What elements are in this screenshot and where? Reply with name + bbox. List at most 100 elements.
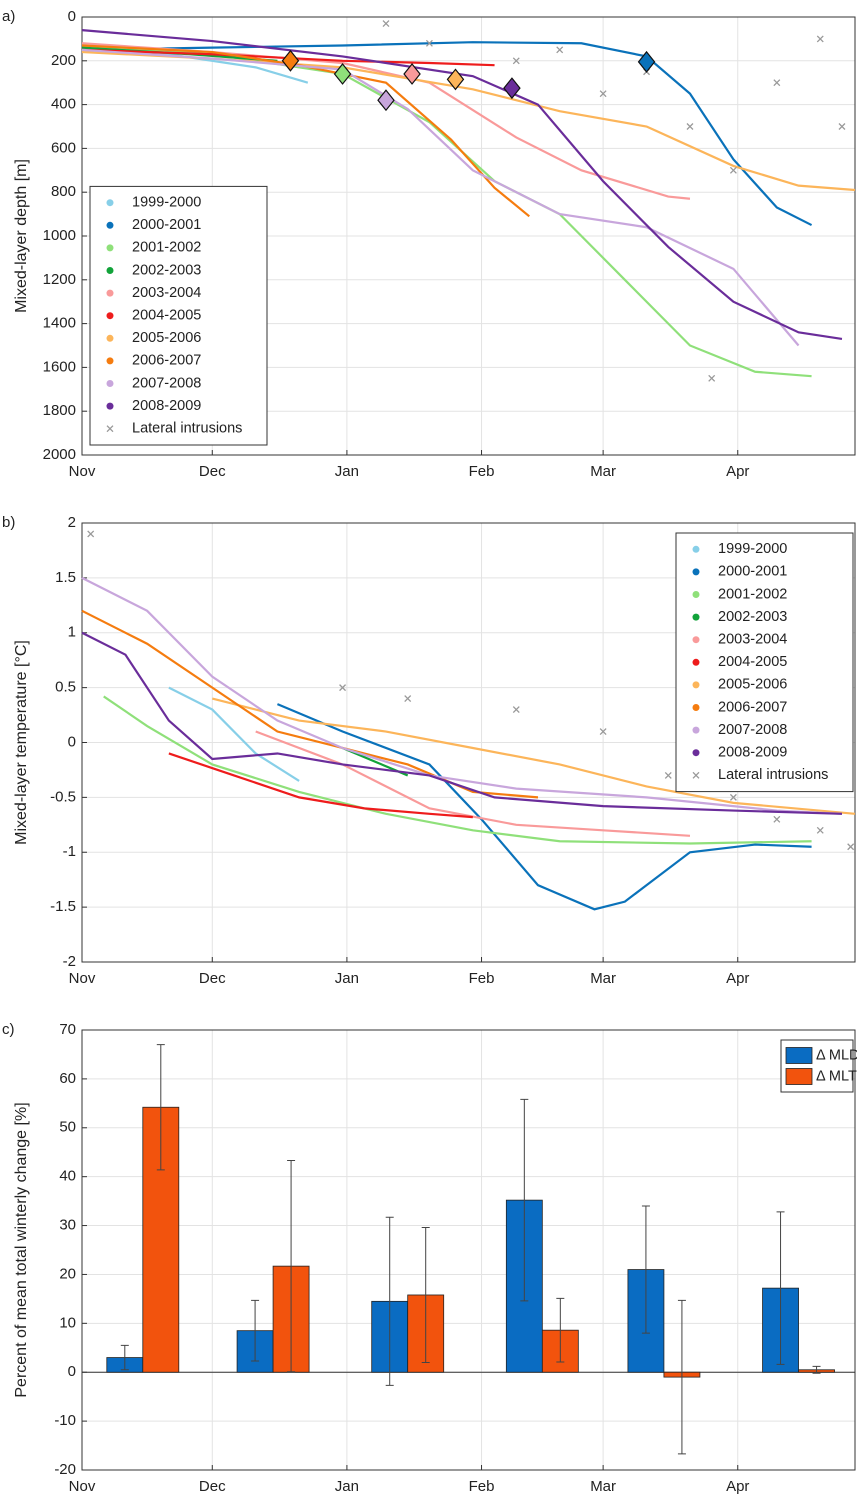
legend-label: 2006-2007 <box>132 353 201 369</box>
y-tick-label: 10 <box>59 1314 76 1331</box>
x-tick-label: Nov <box>69 1478 96 1495</box>
legend-swatch <box>785 1047 813 1064</box>
error-bar <box>776 1211 785 1365</box>
y-tick-label: -20 <box>54 1461 76 1478</box>
legend-marker <box>692 771 700 779</box>
intrusion-marker <box>729 793 737 801</box>
x-tick-label: Nov <box>69 463 96 480</box>
error-bar <box>421 1227 430 1363</box>
legend-label: 2008-2009 <box>132 398 201 414</box>
intrusion-marker <box>339 684 347 692</box>
onset-diamond <box>637 50 656 73</box>
legend-label: 2005-2006 <box>718 677 787 693</box>
legend-marker <box>106 425 114 433</box>
x-tick-label: Apr <box>726 1478 749 1495</box>
legend-marker <box>106 244 114 252</box>
x-tick-label: Dec <box>199 1478 226 1495</box>
y-tick-label: 400 <box>51 96 76 113</box>
legend-label: Lateral intrusions <box>718 767 828 783</box>
intrusion-marker <box>599 728 607 735</box>
error-bar <box>385 1216 394 1386</box>
legend-label: 2005-2006 <box>132 330 201 346</box>
legend-marker <box>106 380 114 387</box>
y-axis-label: Percent of mean total winterly change [%… <box>13 1102 30 1397</box>
y-tick-label: 1400 <box>43 315 76 332</box>
legend-marker <box>106 357 114 365</box>
x-tick-label: Jan <box>335 970 359 987</box>
season-line <box>81 48 800 347</box>
season-line <box>168 752 473 819</box>
panel: -20 -10 0 10 20 30 40 50 60 70 Nov Dec Jan Feb Mar Apr c… <box>2 1021 857 1495</box>
legend-label: 2007-2008 <box>718 722 787 738</box>
y-tick-label: 60 <box>59 1070 76 1087</box>
legend-marker <box>106 221 114 229</box>
season-line <box>168 686 300 782</box>
intrusion-marker <box>382 20 390 28</box>
season-line <box>81 44 530 218</box>
x-tick-label: Mar <box>590 970 616 987</box>
intrusion-marker <box>425 39 433 47</box>
x-tick-label: Feb <box>469 970 495 987</box>
legend-label: 2003-2004 <box>718 632 787 648</box>
y-tick-label: 600 <box>51 139 76 156</box>
legend: 1999-2000 2000-2001 2001-2002 2002-2003 2003… <box>89 185 268 446</box>
y-tick-label: 0 <box>68 1363 76 1380</box>
x-tick-label: Feb <box>469 1478 495 1495</box>
legend-label: Δ MLT <box>816 1068 857 1084</box>
intrusion-marker <box>729 166 737 174</box>
legend-label: Δ MLD <box>816 1047 857 1063</box>
panel-label: c) <box>2 1021 15 1038</box>
legend-label: 2000-2001 <box>718 564 787 580</box>
legend-label: 2002-2003 <box>718 609 787 625</box>
axes-box <box>81 16 856 456</box>
legend-marker <box>692 568 700 576</box>
season-line <box>276 703 812 911</box>
y-tick-label: 30 <box>59 1217 76 1234</box>
x-tick-label: Feb <box>469 463 495 480</box>
legend-marker <box>692 613 700 621</box>
legend-marker <box>692 726 700 734</box>
y-tick-label: -1 <box>63 843 76 860</box>
y-tick-label: 800 <box>51 183 76 200</box>
intrusion-marker <box>599 90 607 98</box>
intrusion-marker <box>816 35 824 43</box>
y-tick-label: 1.5 <box>55 569 76 586</box>
onset-diamond <box>403 62 421 85</box>
season-line <box>81 48 495 67</box>
error-bar <box>556 1297 565 1363</box>
season-line <box>81 29 843 341</box>
error-bar <box>520 1098 529 1302</box>
intrusion-marker <box>816 826 824 834</box>
intrusion-marker <box>838 123 846 130</box>
x-tick-label: Mar <box>590 1478 616 1495</box>
error-bar <box>641 1205 650 1334</box>
legend-label: 2004-2005 <box>132 308 201 324</box>
x-tick-label: Dec <box>199 463 226 480</box>
x-tick-label: Mar <box>590 463 616 480</box>
y-tick-label: -0.5 <box>50 788 76 805</box>
legend-marker <box>106 312 114 320</box>
legend-marker <box>106 199 114 207</box>
onset-diamond <box>333 62 352 85</box>
intrusion-marker <box>664 771 672 779</box>
onset-diamond <box>377 89 395 112</box>
y-tick-label: 1200 <box>43 271 76 288</box>
panel-label: a) <box>2 8 15 25</box>
error-bar <box>677 1299 686 1455</box>
error-bar <box>812 1365 821 1374</box>
legend: Δ MLD Δ MLT <box>780 1039 857 1093</box>
legend-marker <box>106 267 114 274</box>
onset-diamond <box>446 68 465 91</box>
intrusion-marker <box>708 374 716 382</box>
axes-box <box>81 1029 856 1471</box>
error-bar <box>287 1160 296 1373</box>
season-line <box>103 695 812 845</box>
legend-marker <box>106 334 114 342</box>
legend-label: 2002-2003 <box>132 262 201 278</box>
legend-label: 2007-2008 <box>132 375 201 391</box>
intrusion-marker <box>773 79 781 87</box>
legend-marker <box>692 658 700 666</box>
legend-marker <box>692 636 700 644</box>
legend-marker <box>106 402 114 410</box>
